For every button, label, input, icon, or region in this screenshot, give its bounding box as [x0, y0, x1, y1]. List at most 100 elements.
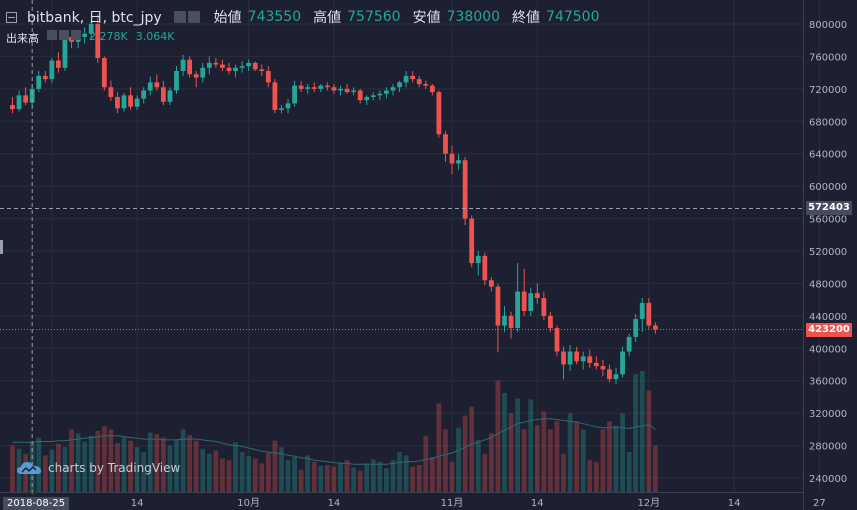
volume-eye-icon[interactable] [47, 30, 57, 40]
volume-bar [508, 413, 514, 492]
candle-body [456, 160, 461, 164]
high-value: 757560 [347, 9, 401, 25]
candle [285, 98, 291, 114]
crosshair-date-label: 2018-08-25 [3, 497, 70, 510]
candle [180, 54, 186, 76]
volume-bar [607, 421, 612, 492]
volume-bar [548, 429, 553, 492]
volume-bar [587, 460, 593, 492]
volume-bar [42, 455, 48, 492]
pane-resize-handle[interactable] [0, 240, 3, 254]
candle [82, 27, 88, 44]
candle [10, 96, 15, 114]
volume-bar [475, 439, 481, 492]
volume-bar [285, 460, 291, 492]
volume-bar [554, 421, 560, 492]
candle-body [462, 160, 468, 219]
candle-body [390, 87, 396, 91]
volume-close-icon[interactable] [71, 30, 81, 40]
volume-bar [574, 421, 580, 492]
tradingview-watermark[interactable]: charts by TradingView [16, 460, 180, 476]
candle [633, 314, 639, 342]
open-label: 始値 [213, 10, 242, 26]
volume-bar [429, 456, 435, 492]
candle-body [95, 24, 101, 59]
time-tick-label: 10月 [237, 497, 260, 509]
candle-body [200, 67, 206, 78]
settings-icon[interactable] [173, 11, 186, 23]
volume-bar [423, 435, 429, 492]
candle [95, 14, 101, 63]
price-tick-label: 680000 [809, 117, 847, 128]
volume-bar [292, 456, 297, 492]
candle-body [587, 356, 593, 363]
collapse-icon[interactable] [6, 11, 17, 23]
candle [554, 325, 560, 357]
volume-bar [174, 439, 179, 492]
candle-body [331, 87, 337, 91]
volume-bar [364, 463, 370, 492]
close-icon[interactable] [187, 11, 200, 23]
candle-body [502, 315, 507, 326]
volume-bar [626, 452, 632, 492]
candle-body [272, 82, 278, 110]
candle [56, 52, 61, 73]
volume-bar [443, 429, 448, 492]
volume-bar [613, 425, 619, 492]
last-price-label: 423200 [806, 323, 852, 337]
candle-body [167, 90, 173, 102]
candle [403, 71, 409, 88]
price-tick-label: 320000 [809, 409, 847, 420]
series-legend: bitbank, 日, btc_jpy 始値 743550 高値 757560 … [6, 7, 603, 27]
volume-bar [88, 435, 94, 492]
volume-bar [56, 443, 61, 492]
candle [482, 252, 488, 286]
volume-bar [279, 447, 284, 492]
candle-body [108, 87, 114, 97]
volume-bar [259, 463, 265, 492]
candle [567, 345, 573, 371]
volume-bar [377, 461, 383, 492]
symbol-name: btc_jpy [111, 10, 162, 26]
volume-bar [252, 458, 258, 492]
volume-settings-icon[interactable] [59, 30, 69, 40]
volume-bar [534, 425, 540, 492]
candle-body [508, 315, 514, 329]
price-tick-label: 280000 [809, 442, 847, 453]
volume-bar [521, 429, 527, 492]
volume-bar [200, 448, 206, 492]
price-tick-label: 800000 [809, 20, 847, 31]
candle [318, 83, 324, 93]
candle [88, 19, 94, 41]
volume-bar [246, 456, 252, 492]
candle [147, 76, 153, 96]
candle [226, 62, 232, 75]
volume-bar [134, 447, 140, 492]
volume-bar [62, 447, 68, 492]
candle [265, 66, 271, 88]
candle [377, 90, 383, 101]
time-axis[interactable]: 9月1410月1411月1412月1427 [0, 492, 826, 510]
volume-bar [482, 453, 488, 492]
candle-body [147, 82, 153, 91]
candle [108, 80, 114, 102]
volume-bar [410, 466, 416, 492]
candle-body [36, 75, 42, 89]
volume-bar [305, 455, 311, 492]
price-axis[interactable]: 240000 280000 320000 360000 400000 440000 4800… [803, 0, 848, 510]
candle [600, 359, 606, 376]
volume-bar [69, 429, 74, 492]
time-tick-label: 14 [728, 498, 741, 509]
candle-body [357, 90, 363, 101]
volume-bar [193, 440, 199, 492]
volume-bar [108, 429, 114, 492]
time-tick-label: 14 [131, 498, 144, 509]
volume-bar [620, 413, 625, 492]
candle-body [292, 85, 297, 104]
candle [23, 87, 29, 106]
candle [449, 145, 455, 174]
candle-body [174, 71, 179, 91]
candle [607, 364, 612, 383]
